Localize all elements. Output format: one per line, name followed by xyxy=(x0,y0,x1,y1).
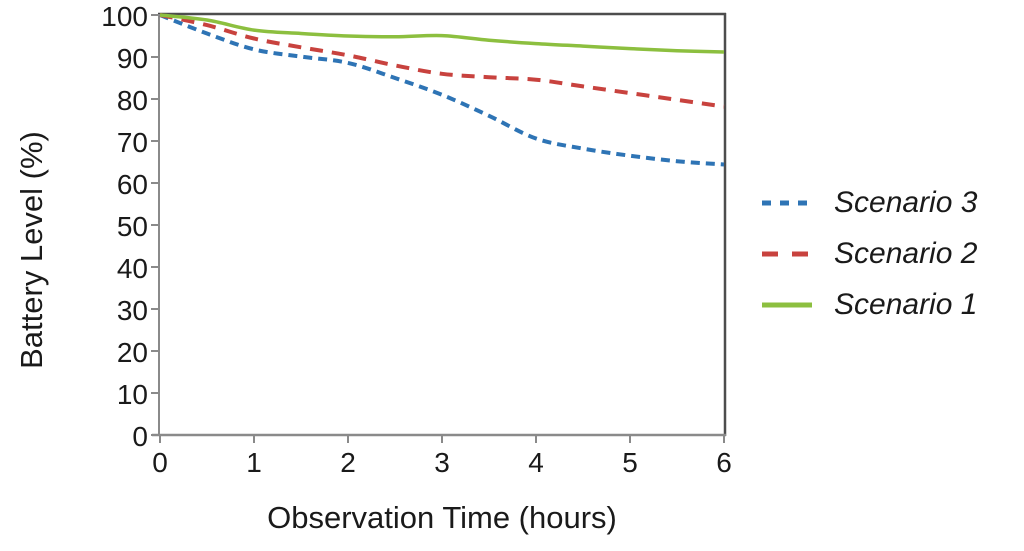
y-tick-label: 30 xyxy=(116,295,148,326)
x-tick-label: 5 xyxy=(622,447,638,478)
y-tick-label: 40 xyxy=(116,253,148,284)
y-axis-title: Battery Level (%) xyxy=(14,131,49,369)
scenario-3-line-icon xyxy=(762,200,812,205)
y-tick-label: 0 xyxy=(132,421,148,452)
x-tick-label: 0 xyxy=(152,447,168,478)
series-line-scenario-1 xyxy=(159,13,725,54)
x-tick-label: 2 xyxy=(340,447,356,478)
x-tick-label: 1 xyxy=(246,447,262,478)
legend: Scenario 3 Scenario 2 Scenario 1 xyxy=(760,177,977,330)
scenario-2-line-icon xyxy=(762,251,812,256)
y-tick-label: 100 xyxy=(101,1,148,32)
y-tick-label: 90 xyxy=(116,43,148,74)
x-tick-label: 3 xyxy=(434,447,450,478)
x-tick-label: 6 xyxy=(716,447,732,478)
x-axis-title: Observation Time (hours) xyxy=(267,500,617,535)
series-line-scenario-3 xyxy=(159,13,725,167)
legend-item-scenario-1: Scenario 1 xyxy=(760,279,977,330)
series-line-scenario-2 xyxy=(159,13,725,109)
y-tick-label: 70 xyxy=(116,127,148,158)
legend-label-scenario-3: Scenario 3 xyxy=(834,185,978,219)
series-lines xyxy=(159,13,725,167)
y-tick-label: 20 xyxy=(116,337,148,368)
legend-item-scenario-3: Scenario 3 xyxy=(760,177,977,228)
scenario-1-line-icon xyxy=(762,302,812,307)
legend-label-scenario-1: Scenario 1 xyxy=(834,287,978,321)
y-tick-label: 10 xyxy=(116,379,148,410)
legend-item-scenario-2: Scenario 2 xyxy=(760,228,977,279)
y-tick-label: 60 xyxy=(116,169,148,200)
axis-ticks xyxy=(151,14,725,443)
y-tick-label: 50 xyxy=(116,211,148,242)
legend-label-scenario-2: Scenario 2 xyxy=(834,236,978,270)
y-tick-label: 80 xyxy=(116,85,148,116)
x-tick-label: 4 xyxy=(528,447,544,478)
